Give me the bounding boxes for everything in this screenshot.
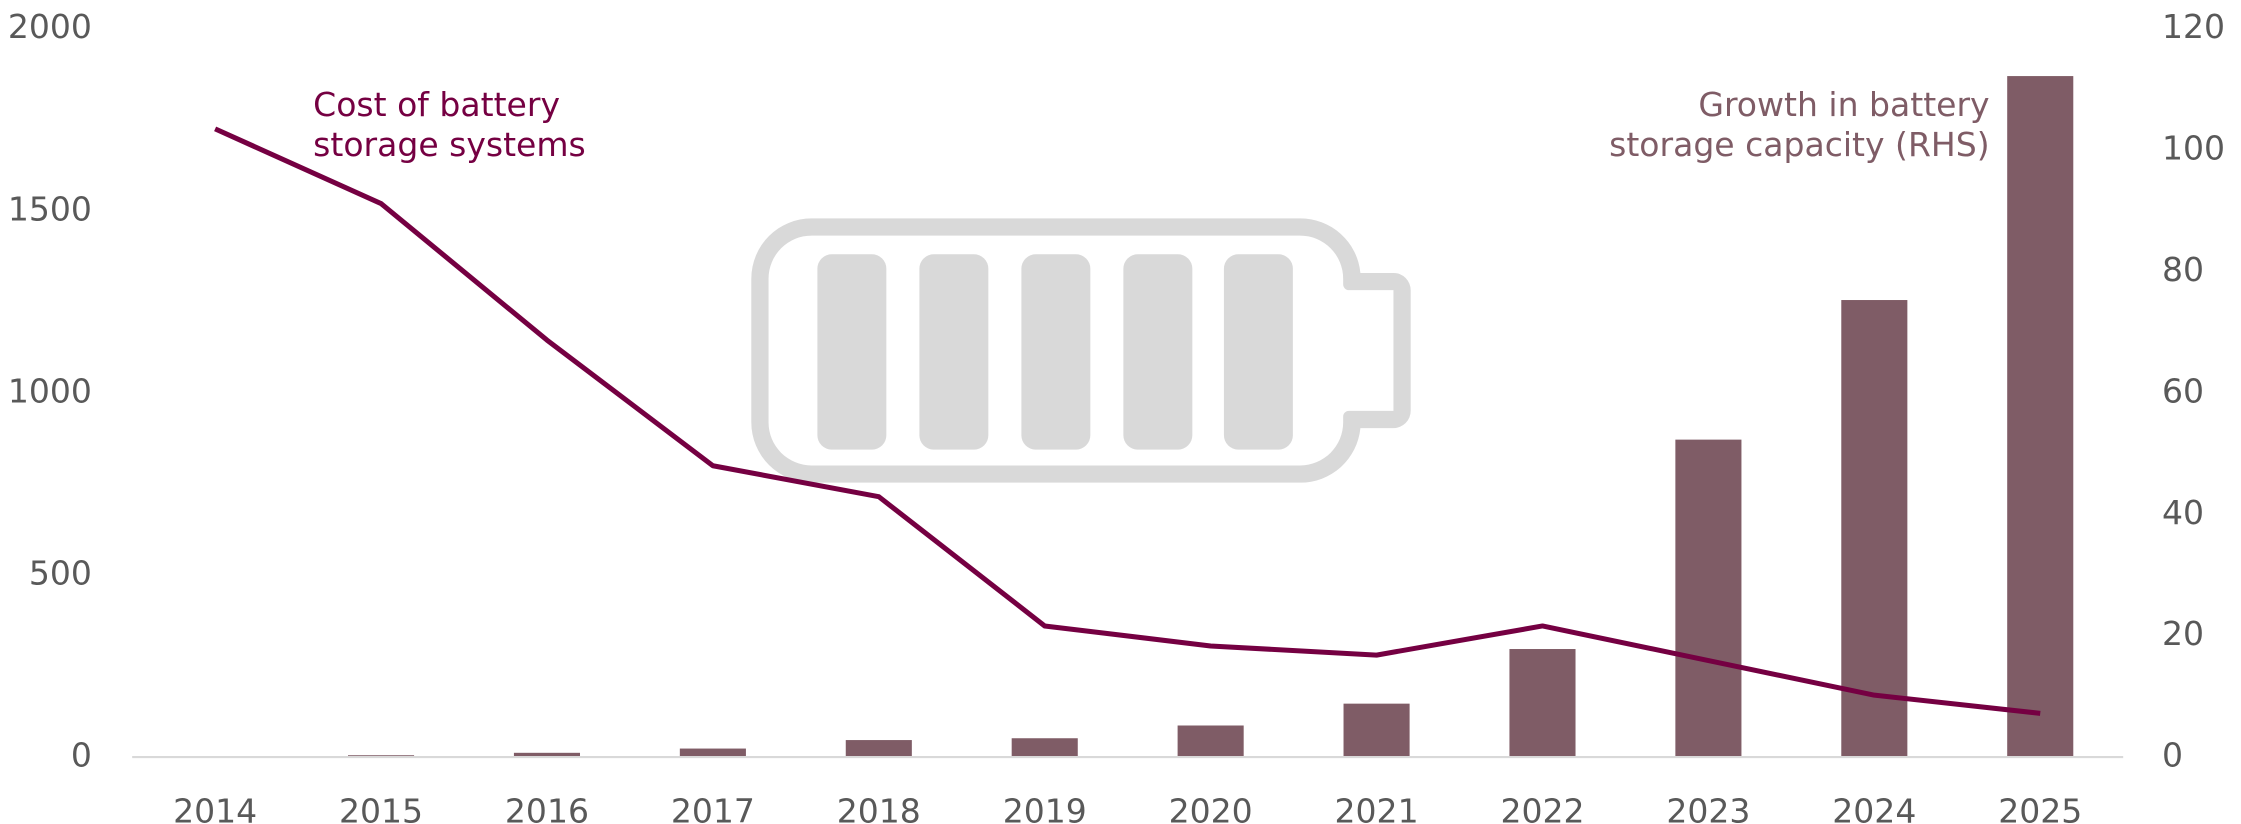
line [214, 126, 2041, 716]
x-tick-label: 2016 [505, 792, 589, 824]
x-tick-label: 2015 [339, 792, 423, 824]
bar [513, 752, 581, 758]
bar [1841, 300, 1908, 758]
annotation: storage capacity (RHS) [1609, 125, 1989, 164]
y2-tick-label: 100 [2162, 129, 2225, 168]
y-tick-label: 2000 [8, 7, 92, 46]
x-tick-label: 2019 [1003, 792, 1087, 824]
x-tick-label: 2021 [1335, 792, 1419, 824]
battery-icon [751, 218, 1411, 483]
x-tick-label: 2020 [1169, 792, 1253, 824]
y-tick-label: 0 [71, 736, 92, 775]
annotation: storage systems [313, 125, 586, 164]
y-tick-label: 1500 [8, 189, 92, 228]
y2-tick-label: 80 [2162, 250, 2204, 289]
x-tick-label: 2017 [671, 792, 755, 824]
y2-tick-label: 120 [2162, 7, 2225, 46]
y-tick-label: 1000 [8, 371, 92, 410]
x-tick-label: 2023 [1666, 792, 1750, 824]
y-tick-label: 500 [29, 553, 92, 592]
bar [1177, 725, 1244, 758]
bar [1509, 649, 1576, 758]
x-tick-label: 2014 [173, 792, 257, 824]
y2-tick-label: 0 [2162, 736, 2183, 775]
bar [1675, 439, 1742, 758]
bar [845, 740, 912, 758]
y2-tick-label: 60 [2162, 371, 2204, 410]
x-tick-label: 2025 [1998, 792, 2082, 824]
x-tick-label: 2022 [1500, 792, 1584, 824]
x-tick-label: 2024 [1832, 792, 1916, 824]
y2-tick-label: 20 [2162, 614, 2204, 653]
bar [1011, 738, 1078, 758]
bar [679, 748, 746, 758]
bar [1343, 703, 1410, 758]
annotation: Cost of battery [313, 85, 560, 124]
annotation: Growth in battery [1698, 85, 1989, 124]
bar [2007, 76, 2074, 758]
y2-tick-label: 40 [2162, 493, 2204, 532]
x-tick-label: 2018 [837, 792, 921, 824]
